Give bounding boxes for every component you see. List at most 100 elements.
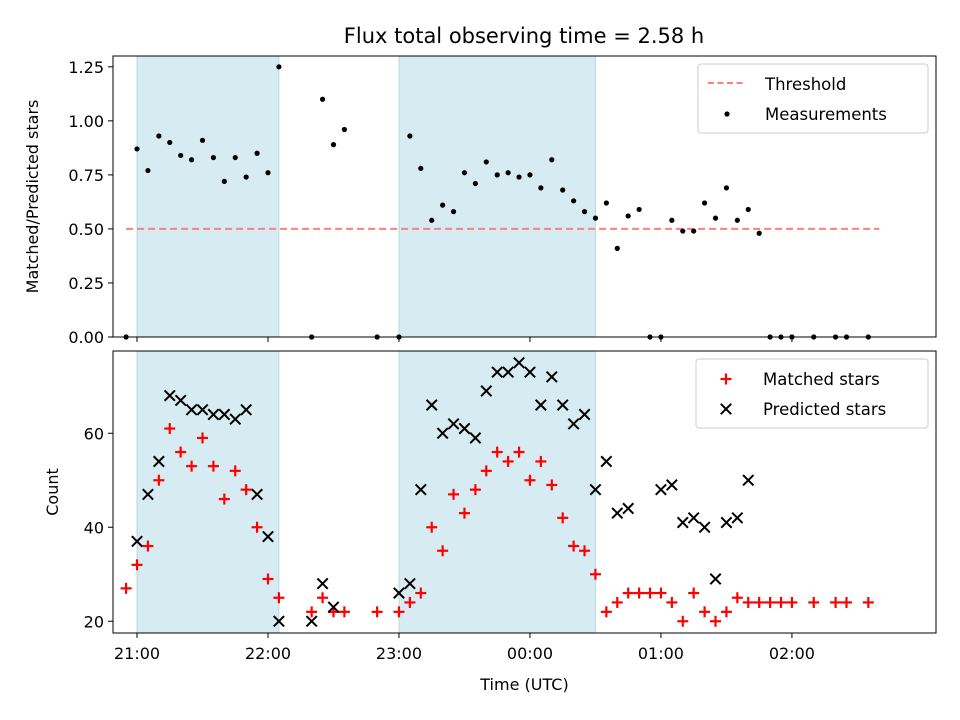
top-axes-frame: [112, 55, 937, 338]
measurement-point: [254, 150, 260, 156]
predicted-star-point: [316, 577, 329, 590]
matched-star-point: [240, 484, 252, 496]
predicted-star-point: [589, 483, 602, 496]
predicted-star-point: [600, 455, 613, 468]
y-tick-label: 40: [84, 518, 104, 537]
x-tick-label: 02:00: [769, 644, 815, 663]
predicted-star-point: [513, 356, 525, 369]
measurement-point: [178, 152, 184, 159]
predicted-star-point: [305, 615, 318, 628]
predicted-star-point: [524, 366, 536, 379]
matched-star-point: [830, 596, 842, 608]
measurement-point: [265, 170, 271, 176]
bottom-legend-box: [695, 358, 929, 429]
top-legend: Threshold Measurements: [697, 63, 929, 134]
predicted-star-point: [556, 399, 569, 411]
measurement-point: [712, 215, 719, 221]
measurement-point: [418, 165, 424, 171]
y-tick-label: 1.00: [68, 112, 104, 131]
matched-star-point: [164, 423, 176, 435]
matched-star-point: [611, 596, 623, 608]
predicted-star-point: [229, 413, 242, 426]
predicted-star-point: [720, 516, 733, 529]
measurement-point: [145, 167, 151, 174]
predicted-star-point: [436, 427, 449, 440]
y-tick-label: 0.00: [68, 328, 104, 347]
matched-star-point: [840, 596, 852, 608]
measurement-point: [592, 215, 599, 221]
bottom-y-ticks: 20 40 60: [84, 424, 113, 631]
matched-star-point: [229, 465, 241, 477]
predicted-star-point: [469, 432, 482, 444]
legend-threshold-label: Threshold: [764, 75, 846, 94]
predicted-star-point: [742, 474, 755, 487]
predicted-star-point: [611, 507, 624, 520]
bottom-x-ticks: 21:00 22:00 23:00 00:00 01:00 02:00: [114, 633, 815, 663]
measurement-point: [614, 245, 620, 251]
measurement-point: [636, 206, 642, 213]
matched-star-point: [513, 446, 525, 458]
predicted-star-point: [731, 511, 744, 524]
predicted-star-point: [196, 403, 209, 416]
predicted-star-point: [185, 403, 198, 416]
matched-star-point: [688, 587, 700, 599]
matched-star-point: [862, 596, 874, 608]
matched-star-point: [273, 592, 285, 604]
predicted-star-point: [567, 417, 580, 430]
predicted-star-point: [273, 615, 285, 628]
matched-star-point: [437, 545, 449, 557]
matched-star-point: [186, 460, 198, 472]
legend-matched-label: Matched stars: [763, 370, 880, 389]
measurement-point: [429, 217, 435, 223]
predicted-star-point: [393, 587, 405, 599]
measurement-point: [701, 200, 708, 206]
y-tick-label: 0.25: [68, 274, 104, 293]
measurement-point: [461, 170, 468, 176]
top-shaded-intervals: [136, 55, 596, 338]
x-tick-label: 21:00: [114, 644, 160, 663]
measurement-point: [221, 178, 227, 184]
matched-star-point: [338, 606, 350, 618]
predicted-stars-series: [131, 356, 755, 628]
predicted-star-point: [491, 366, 504, 379]
observing-interval-2: [398, 350, 596, 634]
measurement-point: [538, 185, 544, 191]
measurement-point: [276, 64, 282, 70]
predicted-star-point: [687, 511, 700, 524]
measurement-point: [723, 185, 730, 191]
matched-star-point: [524, 474, 536, 486]
matched-star-point: [502, 455, 514, 467]
bottom-axes-frame: [112, 350, 937, 634]
top-y-axis-label: Matched/Predicted stars: [23, 100, 42, 294]
matched-star-point: [786, 596, 798, 608]
bottom-panel: 21:00 22:00 23:00 00:00 01:00 02:00 20 40 60 Co…: [43, 350, 937, 694]
bottom-legend: Matched stars Predicted stars: [695, 358, 929, 429]
measurement-point: [625, 213, 631, 219]
observing-interval-1: [136, 55, 280, 338]
predicted-star-point: [447, 417, 460, 430]
measurement-point: [450, 209, 457, 215]
matched-star-point: [218, 493, 230, 505]
matched-star-point: [458, 507, 470, 519]
matched-star-point: [207, 460, 219, 472]
predicted-star-point: [655, 483, 667, 496]
x-axis-label: Time (UTC): [479, 675, 568, 694]
matched-star-point: [720, 606, 732, 618]
y-tick-label: 60: [84, 424, 104, 443]
matched-star-point: [600, 606, 612, 618]
predicted-star-point: [534, 399, 547, 411]
top-legend-box: [697, 63, 929, 134]
measurement-point: [134, 146, 140, 152]
predicted-star-point: [698, 521, 711, 534]
observing-interval-2: [398, 55, 596, 338]
predicted-star-point: [152, 455, 165, 468]
matched-star-point: [753, 596, 765, 608]
matched-star-point: [731, 592, 743, 604]
matched-star-point: [699, 606, 711, 618]
matched-star-point: [710, 615, 722, 627]
matched-star-point: [633, 587, 645, 599]
measurement-point: [440, 202, 446, 208]
measurement-point: [581, 209, 588, 215]
measurement-point: [603, 200, 609, 206]
